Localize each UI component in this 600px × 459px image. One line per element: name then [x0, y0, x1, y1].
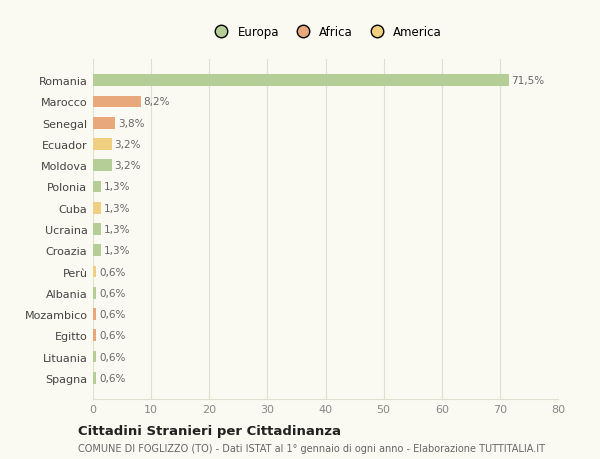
Text: 0,6%: 0,6% — [100, 309, 126, 319]
Text: 3,8%: 3,8% — [118, 118, 145, 129]
Bar — [93, 139, 112, 151]
Bar — [93, 202, 101, 214]
Text: 0,6%: 0,6% — [100, 267, 126, 277]
Text: 1,3%: 1,3% — [103, 203, 130, 213]
Text: 8,2%: 8,2% — [143, 97, 170, 107]
Bar — [93, 224, 101, 235]
Bar — [93, 287, 97, 299]
Text: 1,3%: 1,3% — [103, 182, 130, 192]
Bar — [93, 308, 97, 320]
Text: 71,5%: 71,5% — [511, 76, 545, 86]
Text: 3,2%: 3,2% — [115, 140, 141, 150]
Legend: Europa, Africa, America: Europa, Africa, America — [205, 22, 446, 44]
Text: 1,3%: 1,3% — [103, 246, 130, 256]
Bar — [93, 118, 115, 129]
Text: 3,2%: 3,2% — [115, 161, 141, 171]
Text: Cittadini Stranieri per Cittadinanza: Cittadini Stranieri per Cittadinanza — [78, 424, 341, 437]
Bar — [93, 160, 112, 172]
Text: 0,6%: 0,6% — [100, 373, 126, 383]
Bar — [93, 266, 97, 278]
Bar — [93, 75, 509, 87]
Bar — [93, 372, 97, 384]
Bar — [93, 96, 140, 108]
Text: 0,6%: 0,6% — [100, 352, 126, 362]
Text: COMUNE DI FOGLIZZO (TO) - Dati ISTAT al 1° gennaio di ogni anno - Elaborazione T: COMUNE DI FOGLIZZO (TO) - Dati ISTAT al … — [78, 443, 545, 453]
Bar — [93, 330, 97, 341]
Text: 0,6%: 0,6% — [100, 288, 126, 298]
Text: 0,6%: 0,6% — [100, 330, 126, 341]
Text: 1,3%: 1,3% — [103, 224, 130, 235]
Bar — [93, 181, 101, 193]
Bar — [93, 245, 101, 257]
Bar — [93, 351, 97, 363]
